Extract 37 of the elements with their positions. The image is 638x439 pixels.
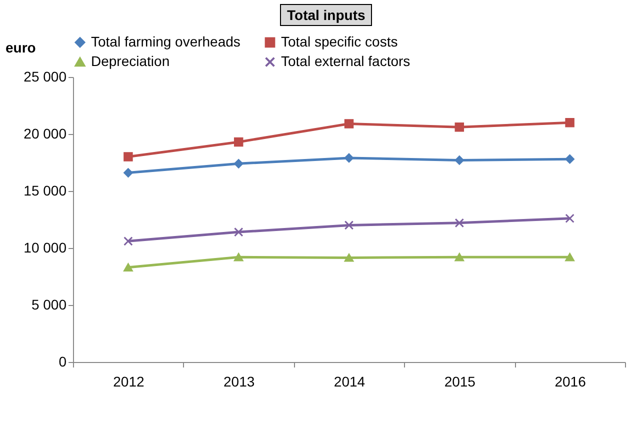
y-tick-label: 25 000 [24,68,67,84]
x-tick-label: 2016 [554,374,586,390]
point [234,159,244,168]
point [124,168,133,178]
legend-label: Total specific costs [281,33,398,50]
legend-label: Total farming overheads [91,33,240,50]
point [454,156,464,165]
point [124,236,133,246]
chart-title: Total inputs [280,4,372,26]
y-tick-label: 0 [58,354,67,370]
point [344,220,354,230]
point [565,214,574,223]
point [234,253,244,262]
point [344,254,354,262]
y-tick-label: 15 000 [24,182,67,198]
y-tick-label: 10 000 [24,240,67,256]
y-axis-title: euro [6,40,36,56]
y-tick-label: 20 000 [24,126,67,142]
y-tick-label: 5 000 [31,296,67,312]
point [565,118,574,128]
x-tick-label: 2015 [444,374,476,390]
point [344,119,354,128]
point [124,263,133,272]
point [344,153,354,163]
point [454,253,464,262]
point [454,218,464,228]
x-tick-label: 2012 [113,374,144,390]
point [124,152,133,162]
point [234,137,244,147]
point [565,253,574,262]
x-tick-label: 2014 [334,374,366,390]
point [565,154,574,164]
x-tick-label: 2013 [224,374,255,390]
legend-label: Total external factors [281,53,410,69]
legend-label: Depreciation [91,53,170,69]
point [234,227,244,237]
point [454,122,464,132]
